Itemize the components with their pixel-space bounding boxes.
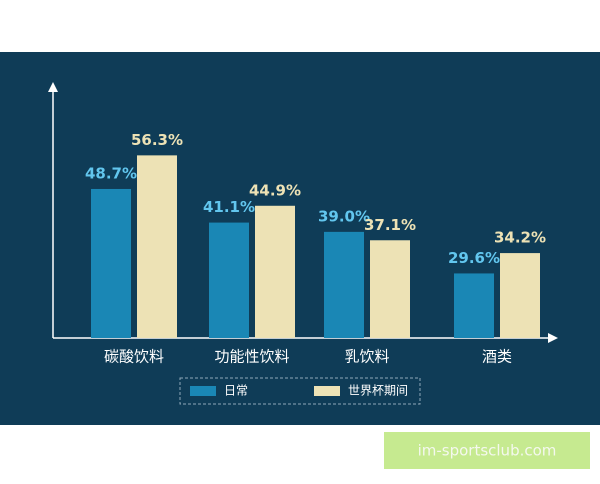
bar (500, 253, 540, 338)
value-label: 34.2% (494, 229, 546, 247)
value-label: 56.3% (131, 131, 183, 149)
x-axis-arrow (548, 333, 558, 343)
legend-label: 世界杯期间 (348, 384, 408, 398)
value-label: 48.7% (85, 164, 137, 182)
bar (370, 240, 410, 338)
value-label: 29.6% (448, 249, 500, 267)
value-label: 44.9% (249, 181, 301, 199)
y-axis-arrow (48, 82, 58, 92)
watermark: im-sportsclub.com (418, 442, 557, 460)
bar (324, 231, 364, 338)
bar (255, 205, 295, 338)
bar (454, 273, 494, 338)
value-label: 41.1% (203, 198, 255, 216)
legend-label: 日常 (224, 384, 248, 398)
value-label: 39.0% (318, 207, 370, 225)
watermark-box (384, 432, 590, 469)
legend-box (179, 377, 421, 405)
value-label: 37.1% (364, 216, 416, 234)
bar (91, 188, 131, 338)
x-tick-label: 酒类 (482, 348, 512, 366)
legend-swatch (190, 386, 216, 396)
x-tick-label: 乳饮料 (344, 348, 389, 366)
x-tick-label: 功能性饮料 (214, 348, 289, 366)
legend-swatch (314, 386, 340, 396)
bar (209, 222, 249, 338)
x-tick-label: 碳酸饮料 (104, 348, 164, 366)
bar (137, 155, 177, 338)
